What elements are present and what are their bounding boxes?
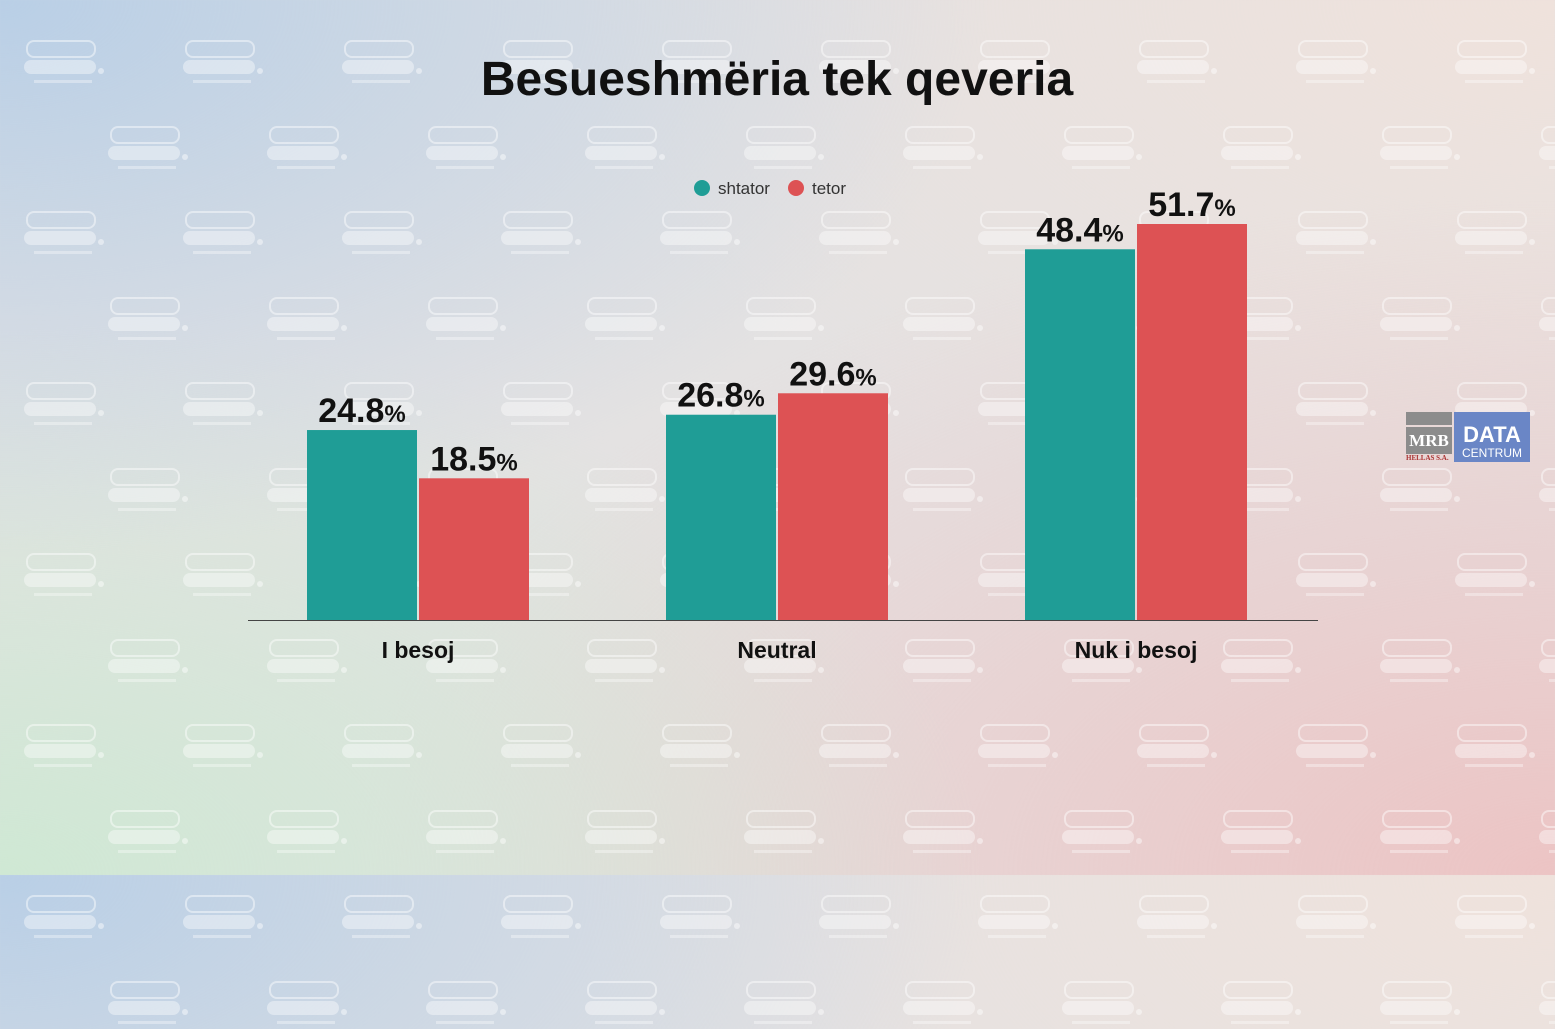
watermark-euronews-logo (1062, 977, 1142, 1029)
legend-marker-shtator (694, 180, 710, 196)
watermark-euronews-logo (1137, 891, 1217, 943)
watermark-euronews-logo (660, 891, 740, 943)
legend-label-shtator: shtator (718, 179, 770, 198)
watermark-euronews-logo (426, 977, 506, 1029)
bar-tetor-2 (1137, 224, 1247, 620)
logo-hellas: HELLAS S.A. (1406, 454, 1449, 462)
data-label: 18.5% (430, 440, 518, 478)
watermark-euronews-logo (1539, 977, 1555, 1029)
x-axis-labels: I besoj Neutral Nuk i besoj (382, 637, 1198, 663)
watermark-euronews-logo (267, 977, 347, 1029)
bars: 24.8% 18.5% 26.8% 29.6% 48.4% 51.7% (307, 186, 1247, 620)
legend: shtator tetor (694, 179, 846, 198)
bar-shtator-2 (1025, 249, 1135, 620)
x-tick-label: I besoj (382, 637, 455, 663)
x-tick-label: Nuk i besoj (1075, 637, 1198, 663)
logo-mrb: MRB (1406, 427, 1452, 454)
x-tick-label: Neutral (737, 637, 816, 663)
watermark-euronews-logo (1296, 891, 1376, 943)
data-label: 24.8% (318, 392, 406, 430)
watermark-euronews-logo (24, 891, 104, 943)
data-label: 48.4% (1036, 211, 1124, 249)
watermark-euronews-logo (183, 891, 263, 943)
watermark-euronews-logo (978, 891, 1058, 943)
mrb-data-centrum-logo: MRB HELLAS S.A. DATA CENTRUM (1406, 412, 1530, 462)
data-label: 29.6% (789, 355, 877, 393)
logo-data: DATA (1463, 422, 1521, 447)
watermark-euronews-logo (744, 977, 824, 1029)
watermark-euronews-logo (585, 977, 665, 1029)
watermark-euronews-logo (1221, 977, 1301, 1029)
logo-bar (1406, 412, 1452, 425)
chart-title: Besueshmëria tek qeveria (481, 53, 1074, 106)
bar-tetor-1 (778, 393, 888, 620)
bar-tetor-0 (419, 478, 529, 620)
watermark-euronews-logo (1380, 977, 1460, 1029)
bar-chart: Besueshmëria tek qeveria shtator tetor 24… (248, 53, 1318, 663)
legend-label-tetor: tetor (812, 179, 846, 198)
watermark-euronews-logo (819, 891, 899, 943)
bar-shtator-1 (666, 414, 776, 620)
watermark-euronews-logo (501, 891, 581, 943)
watermark-euronews-logo (108, 977, 188, 1029)
data-label: 26.8% (677, 377, 765, 415)
bar-shtator-0 (307, 430, 417, 620)
logo-data-centrum: DATA CENTRUM (1454, 412, 1530, 462)
logo-centrum: CENTRUM (1462, 446, 1522, 460)
watermark-euronews-logo (342, 891, 422, 943)
data-label: 51.7% (1148, 186, 1236, 224)
watermark-euronews-logo (903, 977, 983, 1029)
legend-marker-tetor (788, 180, 804, 196)
watermark-euronews-logo (1455, 891, 1535, 943)
